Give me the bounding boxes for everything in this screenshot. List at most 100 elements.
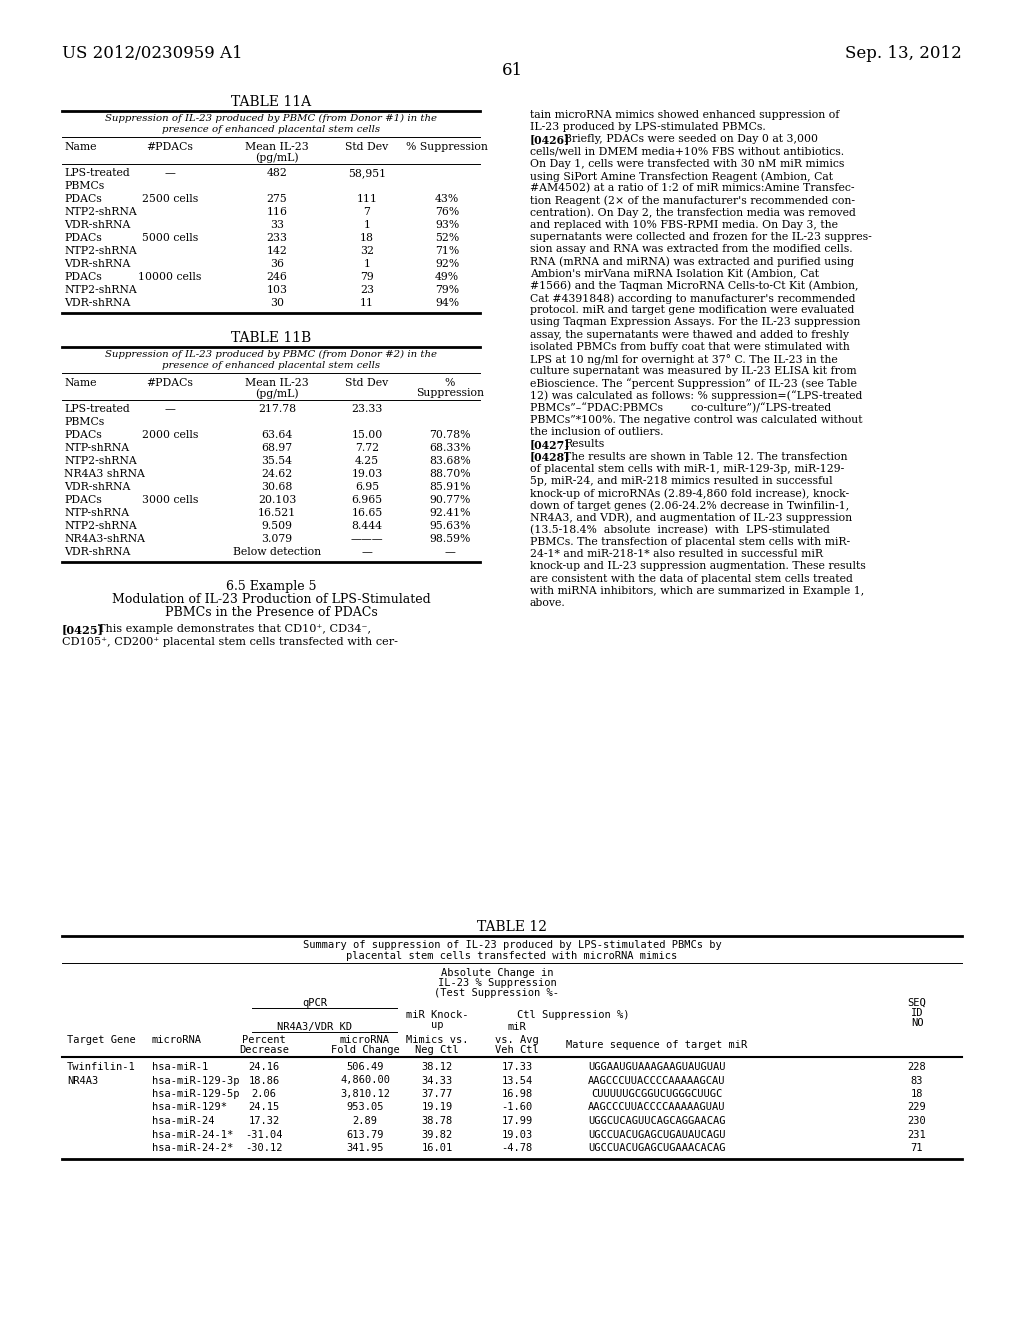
Text: 17.99: 17.99 <box>502 1115 532 1126</box>
Text: Percent: Percent <box>242 1035 286 1045</box>
Text: 142: 142 <box>266 246 288 256</box>
Text: placental stem cells transfected with microRNA mimics: placental stem cells transfected with mi… <box>346 950 678 961</box>
Text: Briefly, PDACs were seeded on Day 0 at 3,000: Briefly, PDACs were seeded on Day 0 at 3… <box>564 135 818 144</box>
Text: 4,860.00: 4,860.00 <box>340 1076 390 1085</box>
Text: 30: 30 <box>270 298 284 308</box>
Text: Neg Ctl: Neg Ctl <box>415 1045 459 1055</box>
Text: NR4A3 shRNA: NR4A3 shRNA <box>63 469 144 479</box>
Text: Mimics vs.: Mimics vs. <box>406 1035 468 1045</box>
Text: hsa-miR-129-3p: hsa-miR-129-3p <box>152 1076 240 1085</box>
Text: 19.03: 19.03 <box>502 1130 532 1139</box>
Text: 24.62: 24.62 <box>261 469 293 479</box>
Text: ID: ID <box>910 1008 924 1018</box>
Text: 3,810.12: 3,810.12 <box>340 1089 390 1100</box>
Text: 12) was calculated as follows: % suppression=(“LPS-treated: 12) was calculated as follows: % suppres… <box>530 391 862 401</box>
Text: and replaced with 10% FBS-RPMI media. On Day 3, the: and replaced with 10% FBS-RPMI media. On… <box>530 220 838 230</box>
Text: TABLE 11B: TABLE 11B <box>230 331 311 345</box>
Text: 38.78: 38.78 <box>421 1115 453 1126</box>
Text: 3000 cells: 3000 cells <box>141 495 199 506</box>
Text: PBMCs: PBMCs <box>63 181 104 191</box>
Text: 19.19: 19.19 <box>421 1102 453 1113</box>
Text: —: — <box>165 404 175 414</box>
Text: PDACs: PDACs <box>63 272 101 282</box>
Text: 230: 230 <box>907 1115 927 1126</box>
Text: Mean IL-23: Mean IL-23 <box>245 378 309 388</box>
Text: 1: 1 <box>364 220 371 230</box>
Text: 2.06: 2.06 <box>252 1089 276 1100</box>
Text: ———: ——— <box>350 535 383 544</box>
Text: hsa-miR-24-1*: hsa-miR-24-1* <box>152 1130 233 1139</box>
Text: 24.16: 24.16 <box>249 1063 280 1072</box>
Text: Target Gene: Target Gene <box>67 1035 136 1045</box>
Text: 32: 32 <box>360 246 374 256</box>
Text: 39.82: 39.82 <box>421 1130 453 1139</box>
Text: 36: 36 <box>270 259 284 269</box>
Text: -1.60: -1.60 <box>502 1102 532 1113</box>
Text: 246: 246 <box>266 272 288 282</box>
Text: Sep. 13, 2012: Sep. 13, 2012 <box>845 45 962 62</box>
Text: UGCCUACUGAGCUGAAACACAG: UGCCUACUGAGCUGAAACACAG <box>588 1143 726 1152</box>
Text: 35.54: 35.54 <box>261 455 293 466</box>
Text: 20.103: 20.103 <box>258 495 296 506</box>
Text: PDACs: PDACs <box>63 234 101 243</box>
Text: 8.444: 8.444 <box>351 521 383 531</box>
Text: 33: 33 <box>270 220 284 230</box>
Text: LPS-treated: LPS-treated <box>63 168 130 178</box>
Text: 17.32: 17.32 <box>249 1115 280 1126</box>
Text: On Day 1, cells were transfected with 30 nM miR mimics: On Day 1, cells were transfected with 30… <box>530 158 845 169</box>
Text: NTP-shRNA: NTP-shRNA <box>63 508 129 517</box>
Text: 15.00: 15.00 <box>351 430 383 440</box>
Text: 23.33: 23.33 <box>351 404 383 414</box>
Text: (Test Suppression %-: (Test Suppression %- <box>434 987 559 998</box>
Text: #AM4502) at a ratio of 1:2 of miR mimics:Amine Transfec-: #AM4502) at a ratio of 1:2 of miR mimics… <box>530 183 854 194</box>
Text: VDR-shRNA: VDR-shRNA <box>63 259 130 269</box>
Text: The results are shown in Table 12. The transfection: The results are shown in Table 12. The t… <box>564 451 848 462</box>
Text: hsa-miR-1: hsa-miR-1 <box>152 1063 208 1072</box>
Text: #PDACs: #PDACs <box>146 143 194 152</box>
Text: cells/well in DMEM media+10% FBS without antibiotics.: cells/well in DMEM media+10% FBS without… <box>530 147 844 157</box>
Text: 85.91%: 85.91% <box>429 482 471 492</box>
Text: Cat #4391848) according to manufacturer's recommended: Cat #4391848) according to manufacturer'… <box>530 293 855 304</box>
Text: 5p, miR-24, and miR-218 mimics resulted in successful: 5p, miR-24, and miR-218 mimics resulted … <box>530 477 833 486</box>
Text: 5000 cells: 5000 cells <box>142 234 198 243</box>
Text: AAGCCCUUACCCCAAAAAGUAU: AAGCCCUUACCCCAAAAAGUAU <box>588 1102 726 1113</box>
Text: IL-23 % Suppression: IL-23 % Suppression <box>437 978 556 987</box>
Text: 49%: 49% <box>435 272 459 282</box>
Text: 61: 61 <box>502 62 522 79</box>
Text: Veh Ctl: Veh Ctl <box>496 1045 539 1055</box>
Text: -31.04: -31.04 <box>246 1130 283 1139</box>
Text: 4.25: 4.25 <box>355 455 379 466</box>
Text: Decrease: Decrease <box>239 1045 289 1055</box>
Text: Name: Name <box>63 378 96 388</box>
Text: 103: 103 <box>266 285 288 294</box>
Text: PBMCs: PBMCs <box>63 417 104 426</box>
Text: Modulation of IL-23 Production of LPS-Stimulated: Modulation of IL-23 Production of LPS-St… <box>112 593 430 606</box>
Text: 79%: 79% <box>435 285 459 294</box>
Text: Name: Name <box>63 143 96 152</box>
Text: 7.72: 7.72 <box>355 444 379 453</box>
Text: 10000 cells: 10000 cells <box>138 272 202 282</box>
Text: CD105⁺, CD200⁺ placental stem cells transfected with cer-: CD105⁺, CD200⁺ placental stem cells tran… <box>62 638 398 647</box>
Text: knock-up and IL-23 suppression augmentation. These results: knock-up and IL-23 suppression augmentat… <box>530 561 865 572</box>
Text: AAGCCCUUACCCCAAAAAGCAU: AAGCCCUUACCCCAAAAAGCAU <box>588 1076 726 1085</box>
Text: 92%: 92% <box>435 259 459 269</box>
Text: 43%: 43% <box>435 194 459 205</box>
Text: US 2012/0230959 A1: US 2012/0230959 A1 <box>62 45 243 62</box>
Text: centration). On Day 2, the transfection media was removed: centration). On Day 2, the transfection … <box>530 207 856 218</box>
Text: —: — <box>361 546 373 557</box>
Text: 68.97: 68.97 <box>261 444 293 453</box>
Text: 6.965: 6.965 <box>351 495 383 506</box>
Text: 68.33%: 68.33% <box>429 444 471 453</box>
Text: 34.33: 34.33 <box>421 1076 453 1085</box>
Text: 58,951: 58,951 <box>348 168 386 178</box>
Text: 9.509: 9.509 <box>261 521 293 531</box>
Text: TABLE 12: TABLE 12 <box>477 920 547 935</box>
Text: Std Dev: Std Dev <box>345 143 389 152</box>
Text: 506.49: 506.49 <box>346 1063 384 1072</box>
Text: sion assay and RNA was extracted from the modified cells.: sion assay and RNA was extracted from th… <box>530 244 853 255</box>
Text: protocol. miR and target gene modification were evaluated: protocol. miR and target gene modificati… <box>530 305 854 315</box>
Text: tion Reagent (2× of the manufacturer's recommended con-: tion Reagent (2× of the manufacturer's r… <box>530 195 855 206</box>
Text: 24.15: 24.15 <box>249 1102 280 1113</box>
Text: Suppression: Suppression <box>416 388 484 399</box>
Text: 482: 482 <box>266 168 288 178</box>
